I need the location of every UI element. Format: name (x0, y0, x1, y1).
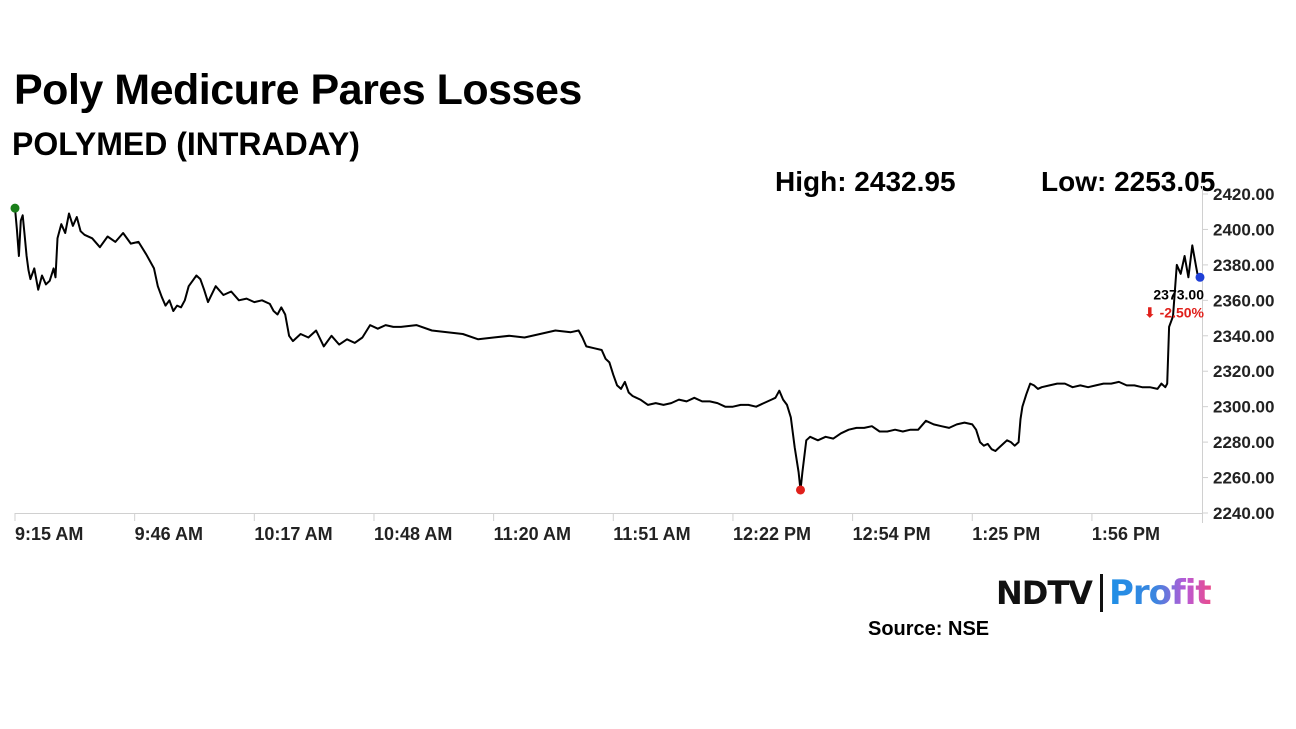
y-tick-label: 2400.00 (1213, 220, 1274, 239)
price-marker-dot (795, 485, 805, 495)
x-tick-label: 12:54 PM (853, 524, 931, 544)
chart-axes (15, 186, 1203, 523)
x-tick-label: 1:25 PM (972, 524, 1040, 544)
price-series (14, 208, 1200, 491)
y-tick-label: 2300.00 (1213, 398, 1274, 417)
y-axis-ticks: 2420.00 2400.00 2380.00 2360.00 2340.00 2320.… (1202, 185, 1274, 523)
y-tick-label: 2280.00 (1213, 433, 1274, 452)
logo-ndtv-text: NDTV (996, 574, 1093, 612)
x-tick-label: 9:15 AM (15, 524, 83, 544)
y-tick-label: 2340.00 (1213, 327, 1274, 346)
last-change-label: ⬇ -2.50% (1144, 304, 1205, 320)
y-tick-label: 2320.00 (1213, 362, 1274, 381)
x-tick-label: 10:17 AM (254, 524, 332, 544)
price-line (14, 208, 1200, 491)
y-tick-label: 2380.00 (1213, 256, 1274, 275)
x-tick-label: 9:46 AM (135, 524, 203, 544)
chart-subtitle: POLYMED (INTRADAY) (12, 126, 360, 162)
source-note: Source: NSE (868, 618, 990, 640)
price-markers (10, 203, 1205, 495)
last-price-labels: 2373.00 ⬇ -2.50% (1144, 286, 1205, 320)
x-tick-label: 1:56 PM (1092, 524, 1160, 544)
y-tick-label: 2260.00 (1213, 469, 1274, 488)
chart-title: Poly Medicure Pares Losses (14, 66, 582, 114)
x-tick-label: 12:22 PM (733, 524, 811, 544)
logo-profit-text: Profit (1108, 573, 1212, 613)
day-low-stat: Low: 2253.05 (1041, 166, 1216, 197)
price-marker-dot (10, 203, 20, 213)
ndtv-profit-logo: NDTV Profit (996, 572, 1212, 614)
y-tick-label: 2360.00 (1213, 291, 1274, 310)
x-tick-label: 11:51 AM (613, 524, 690, 544)
day-high-stat: High: 2432.95 (775, 166, 956, 197)
y-tick-label: 2420.00 (1213, 185, 1274, 204)
price-marker-dot (1195, 272, 1205, 282)
x-tick-label: 10:48 AM (374, 524, 452, 544)
y-tick-label: 2240.00 (1213, 504, 1274, 523)
x-tick-label: 11:20 AM (494, 524, 571, 544)
x-axis-ticks: 9:15 AM 9:46 AM 10:17 AM 10:48 AM 11:20 AM 11… (14, 513, 1160, 544)
last-price-label: 2373.00 (1153, 286, 1204, 302)
logo-divider (1099, 574, 1103, 612)
